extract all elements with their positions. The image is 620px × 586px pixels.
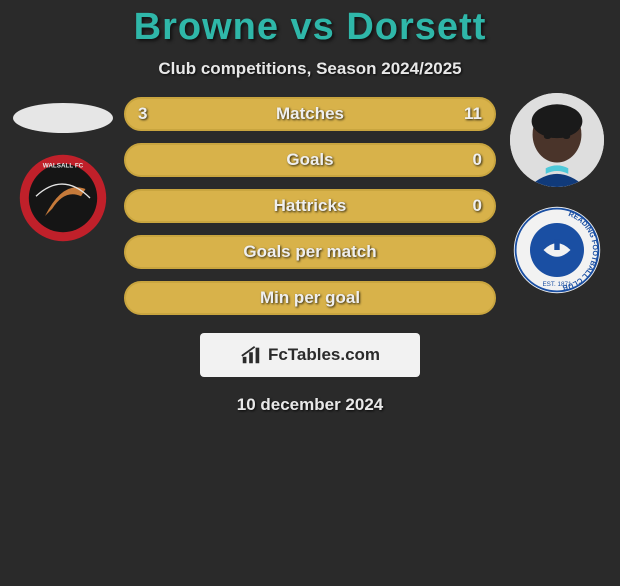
- bar-chart-icon: [240, 344, 262, 366]
- stat-label: Goals: [126, 150, 494, 170]
- svg-text:WALSALL FC: WALSALL FC: [43, 162, 84, 169]
- player-face-icon: [510, 93, 604, 187]
- svg-text:EST. 1871: EST. 1871: [542, 281, 572, 288]
- stat-label: Matches: [126, 104, 494, 124]
- stat-bar-goals: Goals0: [124, 143, 496, 177]
- fctables-label: FcTables.com: [268, 345, 380, 365]
- right-player-column: READING FOOTBALL CLUB EST. 1871: [502, 97, 612, 295]
- left-club-crest: WALSALL FC: [18, 153, 108, 243]
- walsall-crest-icon: WALSALL FC: [18, 153, 108, 243]
- right-club-crest: READING FOOTBALL CLUB EST. 1871: [512, 205, 602, 295]
- stat-bar-hattricks: Hattricks0: [124, 189, 496, 223]
- stat-label: Min per goal: [126, 288, 494, 308]
- stat-bar-goals-per-match: Goals per match: [124, 235, 496, 269]
- date-line: 10 december 2024: [0, 395, 620, 415]
- stat-bar-min-per-goal: Min per goal: [124, 281, 496, 315]
- comparison-row: WALSALL FC 3Matches11 Goals0 Hattricks0 Goa…: [0, 97, 620, 315]
- left-player-silhouette: [13, 103, 113, 133]
- right-player-photo: [510, 93, 604, 187]
- stats-bars: 3Matches11 Goals0 Hattricks0 Goals per matc…: [118, 97, 502, 315]
- season-subtitle: Club competitions, Season 2024/2025: [0, 59, 620, 79]
- reading-crest-icon: READING FOOTBALL CLUB EST. 1871: [512, 205, 602, 295]
- stat-label: Hattricks: [126, 196, 494, 216]
- stat-bar-matches: 3Matches11: [124, 97, 496, 131]
- stat-label: Goals per match: [126, 242, 494, 262]
- fctables-watermark: FcTables.com: [200, 333, 420, 377]
- page-title: Browne vs Dorsett: [0, 6, 620, 49]
- left-player-column: WALSALL FC: [8, 97, 118, 243]
